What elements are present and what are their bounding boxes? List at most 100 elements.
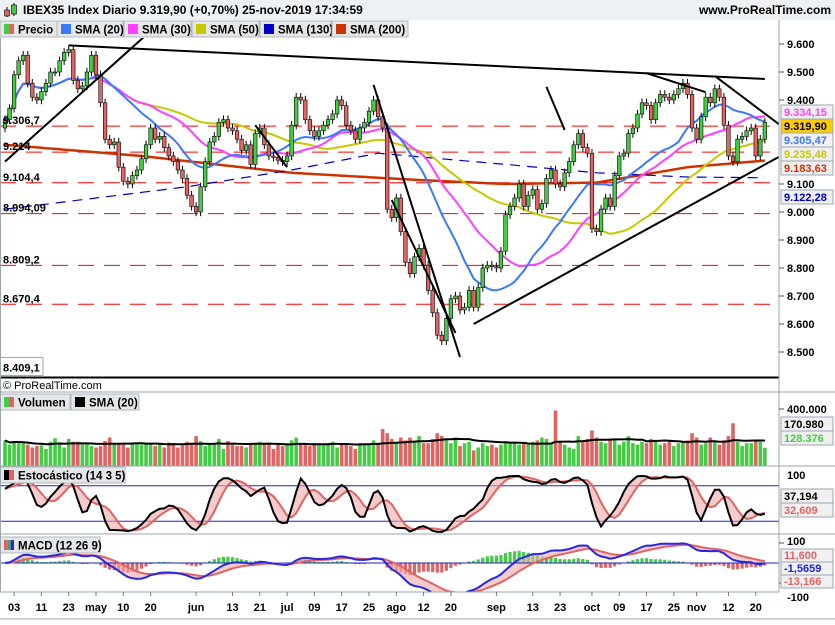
volume-bar	[112, 445, 116, 466]
volume-bar	[599, 442, 603, 466]
candle-body	[545, 178, 549, 203]
candle	[253, 129, 257, 168]
candle-body	[190, 195, 194, 206]
volume-bar	[299, 445, 303, 466]
volume-bar	[690, 433, 694, 466]
candle-body	[713, 89, 717, 103]
candle-body	[390, 209, 394, 217]
candle	[449, 295, 453, 323]
volume-bar	[108, 438, 112, 467]
macd-histogram-bar	[436, 563, 439, 573]
candle-body	[71, 50, 75, 81]
legend-precio: Precio	[0, 21, 57, 37]
volume-bar	[481, 443, 485, 466]
candle	[67, 45, 71, 56]
candle	[458, 292, 462, 314]
macd-value-label: -1,5659	[784, 563, 821, 575]
candle	[135, 166, 139, 180]
candle-body	[158, 136, 162, 139]
candle-body	[590, 153, 594, 229]
volume-bar	[304, 443, 308, 466]
legend-sma-3-color-swatch	[264, 24, 274, 34]
candle	[413, 253, 417, 278]
candle	[431, 286, 435, 317]
candle-body	[162, 136, 166, 147]
candle-body	[135, 170, 139, 176]
candle-body	[181, 170, 185, 178]
candle-body	[599, 209, 603, 231]
candle-body	[235, 131, 239, 139]
volume-bar	[131, 442, 135, 466]
x-tick-label: 11	[36, 602, 48, 614]
macd-histogram-bar	[422, 563, 425, 572]
candle	[35, 93, 39, 104]
price-panel[interactable]: 9.306,79.2149.104,48.994,098.809,28.670,…	[0, 34, 833, 392]
volume-bar	[71, 442, 75, 466]
legend-sma-4-color-swatch	[336, 24, 346, 34]
volume-bar	[381, 429, 385, 466]
macd-histogram-bar	[572, 559, 575, 563]
macd-histogram-bar	[636, 559, 639, 563]
legend-sma-1-color-swatch	[128, 24, 138, 34]
candle	[40, 87, 44, 104]
macd-legend-label: MACD (12 26 9)	[18, 541, 102, 553]
site-link[interactable]: www.ProRealTime.com	[698, 3, 831, 17]
macd-histogram-bar	[741, 563, 744, 569]
candle-body	[617, 156, 621, 176]
macd-histogram-bar	[650, 559, 653, 563]
trendline[interactable]	[255, 125, 287, 167]
stochastic-panel[interactable]: Estocástico (14 3 5)	[0, 466, 835, 532]
candle	[90, 51, 94, 76]
candle-body	[668, 97, 672, 100]
x-tick-label: 20	[750, 602, 762, 614]
volume-bar	[722, 440, 726, 466]
candle-body	[326, 120, 330, 126]
volume-bar	[540, 438, 544, 467]
candle	[103, 99, 107, 144]
candle-body	[149, 128, 153, 145]
candle-body	[499, 251, 503, 268]
macd-panel[interactable]: MACD (12 26 9)	[0, 534, 835, 598]
price-value-label: 9.319,90	[784, 121, 827, 133]
candle-body	[12, 75, 16, 109]
candle-body	[194, 206, 198, 212]
candle	[545, 174, 549, 208]
trendline[interactable]	[392, 200, 456, 333]
x-tick-label: 10	[117, 602, 129, 614]
macd-value-label: 11,600	[784, 550, 817, 562]
volume-bar	[613, 439, 617, 466]
volume-bar	[272, 449, 276, 466]
volume-bar	[172, 443, 176, 466]
volume-bar	[335, 447, 339, 466]
volume-bar	[531, 442, 535, 466]
trendline[interactable]	[69, 45, 765, 79]
candle-body	[763, 122, 767, 139]
x-tick-label: 20	[144, 602, 156, 614]
macd-histogram-bar	[577, 558, 580, 563]
volume-bar	[313, 445, 317, 466]
volume-bar	[140, 445, 144, 466]
candle	[718, 85, 722, 102]
support-level-label: 9.104,4	[3, 172, 41, 184]
candle	[649, 101, 653, 123]
candle-body	[481, 268, 485, 288]
candle	[504, 211, 508, 256]
macd-histogram-bar	[563, 559, 566, 563]
candle	[699, 113, 703, 144]
candle-body	[631, 128, 635, 134]
trendline[interactable]	[546, 87, 564, 130]
macd-histogram-bar	[481, 558, 484, 563]
candle	[226, 115, 230, 132]
macd-histogram-bar	[495, 556, 498, 563]
volume-bar	[649, 439, 653, 466]
candle	[185, 174, 189, 199]
chart-title: IBEX35 Index Diario 9.319,90 (+0,70%) 25…	[23, 3, 363, 17]
candle-body	[53, 72, 57, 73]
volume-bar	[76, 442, 80, 466]
candle	[290, 121, 294, 160]
volume-legend-color-swatch	[4, 397, 9, 407]
candle	[308, 115, 312, 135]
